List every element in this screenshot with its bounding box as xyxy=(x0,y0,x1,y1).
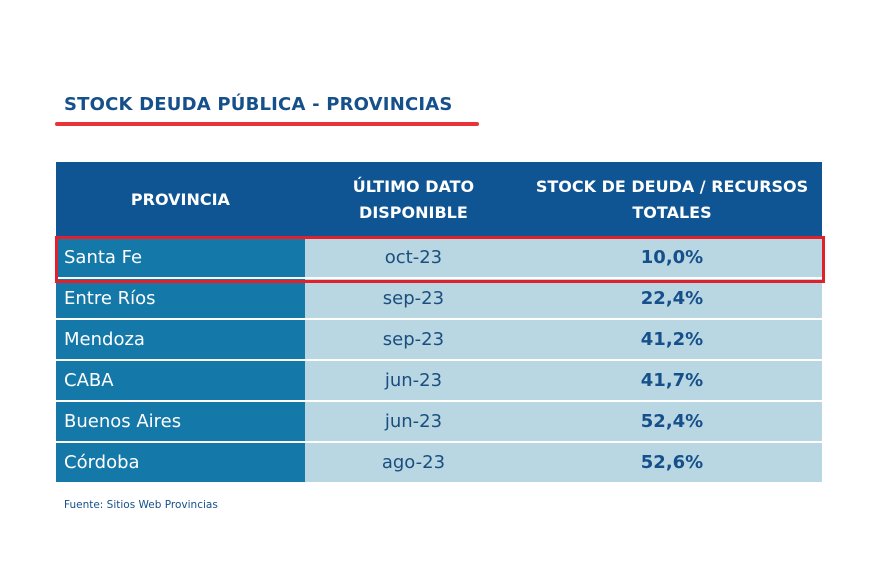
ratio-cell: 10,0% xyxy=(522,238,822,278)
date-cell: sep-23 xyxy=(304,277,522,319)
table-row: Mendoza sep-23 41,2% xyxy=(56,318,822,360)
date-cell: jun-23 xyxy=(304,400,522,442)
source-note: Fuente: Sitios Web Provincias xyxy=(64,499,218,511)
ratio-cell: 41,7% xyxy=(522,359,822,401)
date-cell: oct-23 xyxy=(304,238,522,278)
province-cell: Santa Fe xyxy=(56,238,305,278)
table-row: Entre Ríos sep-23 22,4% xyxy=(56,277,822,319)
title-underline xyxy=(55,122,479,126)
table-header-row: PROVINCIA ÚLTIMO DATO DISPONIBLE STOCK D… xyxy=(56,162,822,238)
province-cell: Buenos Aires xyxy=(56,400,305,442)
table-row: Córdoba ago-23 52,6% xyxy=(56,441,822,482)
column-header-ultimo-dato: ÚLTIMO DATO DISPONIBLE xyxy=(304,162,522,238)
province-cell: Mendoza xyxy=(56,318,305,360)
province-cell: Córdoba xyxy=(56,441,305,482)
highlight-box xyxy=(55,236,825,283)
province-cell: CABA xyxy=(56,359,305,401)
column-header-stock-deuda-text: STOCK DE DEUDA / RECURSOS TOTALES xyxy=(535,177,809,222)
date-cell: ago-23 xyxy=(304,441,522,482)
ratio-cell: 22,4% xyxy=(522,277,822,319)
province-cell: Entre Ríos xyxy=(56,277,305,319)
column-header-stock-deuda: STOCK DE DEUDA / RECURSOS TOTALES xyxy=(522,162,822,238)
column-header-ultimo-dato-text: ÚLTIMO DATO DISPONIBLE xyxy=(352,177,475,222)
debt-table: PROVINCIA ÚLTIMO DATO DISPONIBLE STOCK D… xyxy=(56,162,822,482)
column-header-provincia: PROVINCIA xyxy=(56,162,305,238)
table-row: Buenos Aires jun-23 52,4% xyxy=(56,400,822,442)
ratio-cell: 41,2% xyxy=(522,318,822,360)
table-row: CABA jun-23 41,7% xyxy=(56,359,822,401)
page-title: STOCK DEUDA PÚBLICA - PROVINCIAS xyxy=(64,94,453,115)
table-row: Santa Fe oct-23 10,0% xyxy=(56,238,822,278)
ratio-cell: 52,4% xyxy=(522,400,822,442)
date-cell: jun-23 xyxy=(304,359,522,401)
ratio-cell: 52,6% xyxy=(522,441,822,482)
date-cell: sep-23 xyxy=(304,318,522,360)
